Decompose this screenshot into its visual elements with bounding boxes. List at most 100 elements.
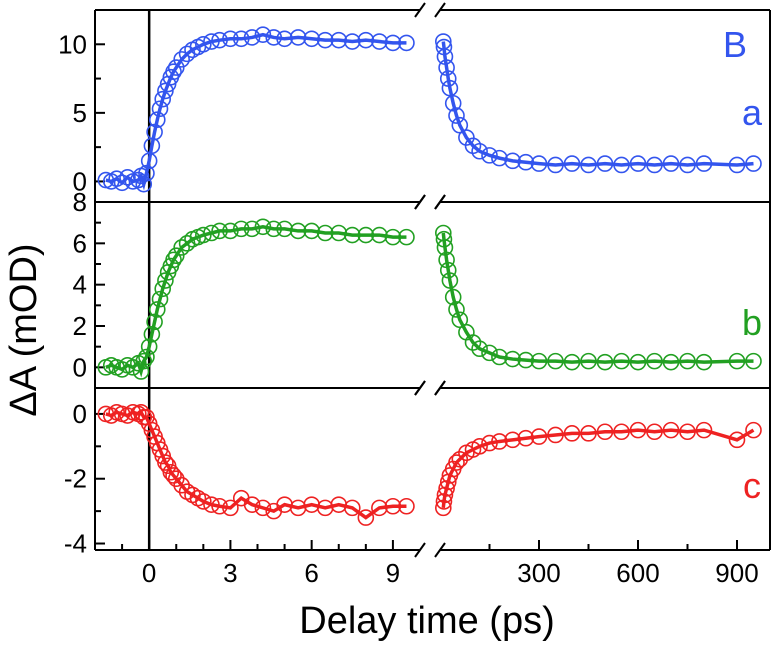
data-point xyxy=(132,363,150,380)
y-tick-label: 6 xyxy=(73,228,87,258)
data-point xyxy=(398,34,415,52)
data-point xyxy=(530,428,548,445)
data-point xyxy=(243,220,261,238)
data-point xyxy=(438,480,455,497)
data-point xyxy=(140,338,158,355)
data-point xyxy=(596,155,614,172)
data-point xyxy=(662,353,680,371)
panel-label: a xyxy=(742,92,763,133)
panel-b: 0 2 4 6 8 b xyxy=(73,187,771,396)
data-point xyxy=(167,59,185,76)
data-point xyxy=(165,63,182,81)
x-tick-label: 6 xyxy=(304,558,318,588)
data-point xyxy=(211,222,228,240)
data-point xyxy=(436,48,454,65)
data-point xyxy=(154,280,172,298)
fit-line-early xyxy=(105,32,407,191)
fit-line-early xyxy=(105,409,407,520)
y-tick-label: 0 xyxy=(73,399,87,429)
data-point xyxy=(384,228,402,246)
panel-c: 0 -2 -4 c xyxy=(64,380,771,559)
data-point xyxy=(444,94,462,112)
x-tick-label: 9 xyxy=(386,558,400,588)
data-point xyxy=(504,152,521,170)
data-point xyxy=(148,111,166,129)
panel-a: 0 5 10 a xyxy=(58,2,771,210)
data-point xyxy=(195,226,212,244)
data-point xyxy=(491,433,508,450)
data-point xyxy=(316,224,334,242)
data-point xyxy=(232,30,250,48)
data-point xyxy=(138,164,155,182)
data-point xyxy=(119,169,136,186)
data-point xyxy=(232,220,250,238)
data-point xyxy=(491,348,508,366)
data-point xyxy=(195,35,212,53)
data-point xyxy=(448,301,465,318)
data-point xyxy=(173,239,190,256)
data-point xyxy=(435,230,453,248)
data-point xyxy=(303,222,320,240)
data-point xyxy=(728,156,746,174)
y-tick-label: 0 xyxy=(73,166,87,196)
data-point xyxy=(195,493,212,510)
data-point xyxy=(143,325,161,343)
data-point xyxy=(517,429,535,447)
data-point xyxy=(613,352,630,370)
x-tick-label: 300 xyxy=(517,558,560,588)
x-tick-label: 600 xyxy=(616,558,659,588)
data-point xyxy=(530,352,548,370)
data-point xyxy=(222,499,239,517)
data-point xyxy=(646,423,663,441)
x-tick-label: 0 xyxy=(142,558,156,588)
data-point xyxy=(481,344,498,362)
data-point xyxy=(629,421,647,439)
data-point xyxy=(265,220,283,238)
data-point xyxy=(547,156,564,174)
data-point xyxy=(436,486,454,504)
y-axis-title: ΔA (mOD) xyxy=(3,243,45,416)
data-point xyxy=(398,497,415,515)
data-point xyxy=(343,226,361,244)
data-point xyxy=(646,352,663,370)
data-point xyxy=(580,156,597,174)
data-point xyxy=(517,351,535,369)
data-point xyxy=(303,30,320,48)
data-point xyxy=(646,156,663,174)
data-point xyxy=(517,153,535,171)
y-tick-label: 10 xyxy=(58,29,87,59)
data-point xyxy=(439,261,457,279)
axis-break-mark xyxy=(414,2,426,18)
panel-tag: B xyxy=(723,24,747,65)
data-point xyxy=(613,423,630,441)
data-point xyxy=(211,31,228,49)
data-point xyxy=(138,348,155,366)
data-point xyxy=(439,70,457,87)
y-tick-label: 5 xyxy=(73,98,87,128)
data-point xyxy=(135,352,153,370)
panels-group: 0 5 10 a 0 2 4 6 8 b 0 -2 -4 c xyxy=(58,2,771,559)
data-point xyxy=(451,450,469,468)
data-point xyxy=(276,30,293,48)
fit-line-early xyxy=(105,225,407,378)
data-point xyxy=(330,31,348,49)
axis-break-mark xyxy=(434,194,446,210)
data-point xyxy=(357,31,375,49)
data-point xyxy=(330,224,348,242)
data-point xyxy=(471,142,488,160)
panel-label: c xyxy=(743,465,761,506)
data-point xyxy=(289,29,307,46)
data-point xyxy=(276,220,293,238)
data-point xyxy=(165,251,182,269)
data-point xyxy=(695,155,713,172)
data-point xyxy=(254,499,272,517)
data-point xyxy=(613,156,630,174)
data-point xyxy=(580,425,597,442)
data-point xyxy=(151,100,169,118)
data-point xyxy=(108,170,125,187)
data-point xyxy=(436,239,454,256)
y-tick-label: -4 xyxy=(64,529,87,559)
data-point xyxy=(491,149,508,167)
data-point xyxy=(629,353,647,371)
